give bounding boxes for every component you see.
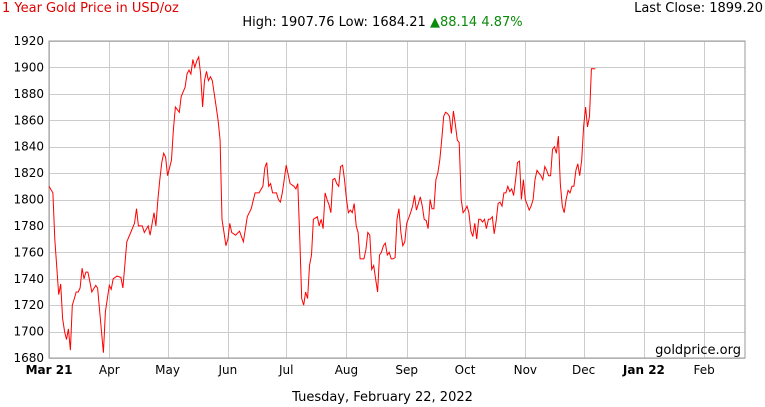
watermark-text: goldprice.org	[655, 343, 741, 358]
gridlines	[49, 41, 745, 359]
x-tick-label: May	[155, 363, 180, 377]
y-tick-label: 1700	[13, 325, 44, 339]
y-tick-label: 1800	[13, 193, 44, 207]
x-tick-label: Jun	[217, 363, 237, 377]
x-tick-label: Feb	[694, 363, 715, 377]
last-close-label: Last Close: 1899.20	[634, 1, 763, 16]
x-tick-label: Nov	[514, 363, 537, 377]
x-tick-label: Mar 21	[26, 363, 73, 377]
y-axis-labels: 1680 1700 1720 1740 1760 1780 1800 1820 1840 1860…	[13, 34, 44, 365]
x-tick-label: Dec	[572, 363, 595, 377]
y-tick-label: 1880	[13, 87, 44, 101]
y-tick-label: 1740	[13, 272, 44, 286]
y-tick-label: 1760	[13, 245, 44, 259]
y-tick-label: 1720	[13, 298, 44, 312]
high-label: High: 1907.76	[242, 15, 335, 30]
chart-title: 1 Year Gold Price in USD/oz	[2, 1, 179, 16]
price-line	[48, 55, 596, 353]
x-tick-label: Jul	[278, 363, 293, 377]
y-tick-label: 1920	[13, 34, 44, 48]
low-label: Low: 1684.21	[338, 15, 426, 30]
y-tick-label: 1860	[13, 113, 44, 127]
y-tick-label: 1680	[13, 351, 44, 365]
footer-date: Tuesday, February 22, 2022	[292, 390, 473, 405]
change-up-arrow-icon: ▲	[429, 15, 440, 30]
change-value: 88.14	[439, 15, 478, 30]
x-axis-labels: Mar 21 Apr May Jun Jul Aug Sep Oct Nov Dec Jan 22 F…	[26, 363, 715, 377]
change-percent: 4.87%	[481, 15, 523, 30]
x-tick-label: Apr	[99, 363, 120, 377]
y-tick-label: 1840	[13, 140, 44, 154]
plot-frame	[48, 40, 746, 359]
x-tick-label: Oct	[455, 363, 476, 377]
x-tick-label: Jan 22	[622, 363, 665, 377]
y-tick-label: 1820	[13, 166, 44, 180]
y-tick-label: 1780	[13, 219, 44, 233]
high-low-stats: High: 1907.76 Low: 1684.21 ▲88.14 4.87%	[0, 15, 765, 30]
x-tick-label: Aug	[335, 363, 358, 377]
y-tick-label: 1900	[13, 60, 44, 74]
x-tick-label: Sep	[395, 363, 418, 377]
